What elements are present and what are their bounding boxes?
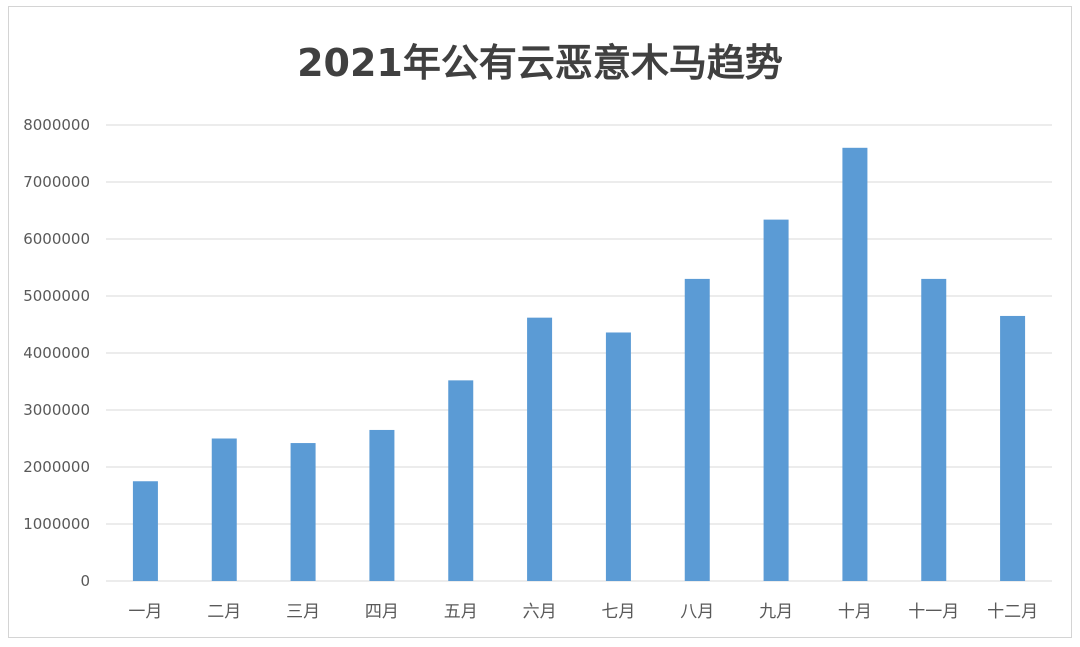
bar bbox=[211, 438, 237, 581]
x-tick-label: 二月 bbox=[207, 602, 241, 622]
y-tick-label: 7000000 bbox=[23, 173, 90, 191]
bar bbox=[605, 332, 631, 581]
bar bbox=[448, 380, 474, 581]
x-tick-label: 八月 bbox=[680, 602, 714, 622]
y-tick-label: 6000000 bbox=[23, 230, 90, 248]
x-tick-label: 十一月 bbox=[908, 602, 959, 622]
y-tick-label: 5000000 bbox=[23, 287, 90, 305]
y-tick-label: 1000000 bbox=[23, 515, 90, 533]
x-tick-label: 六月 bbox=[523, 602, 557, 622]
bar bbox=[763, 219, 789, 581]
y-tick-label: 4000000 bbox=[23, 344, 90, 362]
bar bbox=[369, 429, 395, 581]
x-tick-label: 四月 bbox=[365, 602, 399, 622]
y-tick-label: 3000000 bbox=[23, 401, 90, 419]
bar bbox=[921, 278, 947, 581]
bar bbox=[684, 278, 710, 581]
bar bbox=[842, 147, 868, 582]
x-tick-label: 七月 bbox=[601, 602, 635, 622]
x-tick-label: 五月 bbox=[444, 602, 478, 622]
x-tick-label: 三月 bbox=[286, 602, 320, 622]
x-tick-label: 一月 bbox=[128, 602, 162, 622]
y-tick-label: 8000000 bbox=[23, 116, 90, 134]
y-tick-label: 0 bbox=[80, 572, 90, 590]
chart-title: 2021年公有云恶意木马趋势 bbox=[297, 41, 783, 85]
bar bbox=[527, 317, 553, 581]
bar bbox=[1000, 315, 1026, 581]
x-tick-label: 九月 bbox=[759, 602, 793, 622]
bar bbox=[290, 443, 316, 581]
y-tick-label: 2000000 bbox=[23, 458, 90, 476]
x-tick-label: 十二月 bbox=[987, 602, 1038, 622]
x-tick-label: 十月 bbox=[838, 602, 872, 622]
bar bbox=[132, 481, 158, 581]
